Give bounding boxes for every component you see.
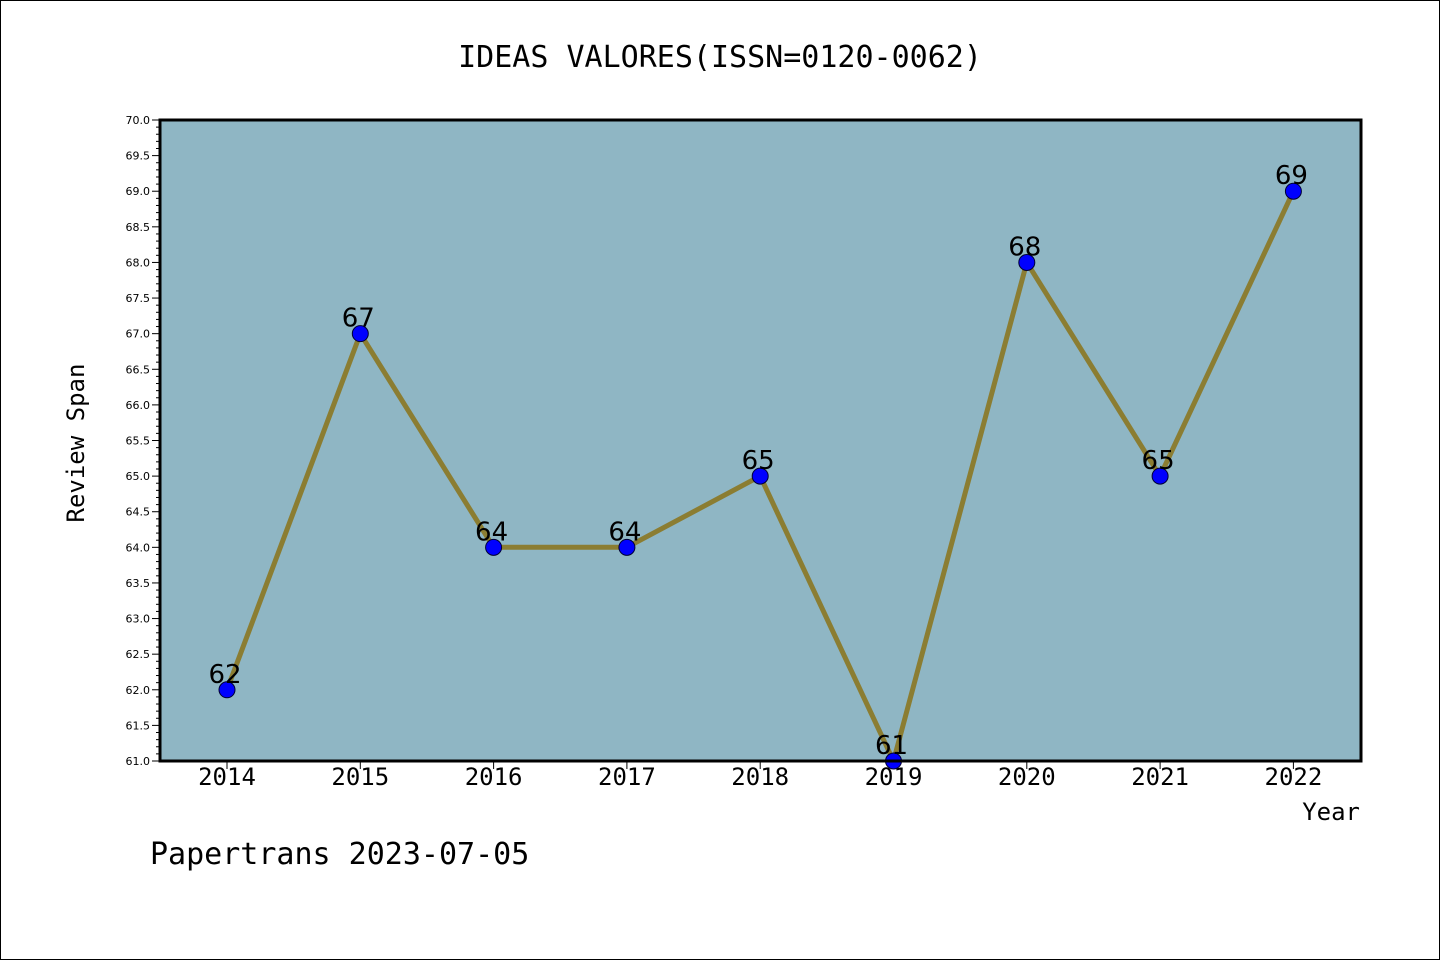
- y-tick-label: 65.5: [126, 435, 151, 448]
- x-tick-label: 2014: [198, 763, 256, 791]
- x-tick-label: 2022: [1265, 763, 1323, 791]
- data-label: 68: [1008, 232, 1041, 262]
- y-axis-label: Review Span: [62, 364, 90, 523]
- data-label: 62: [208, 660, 241, 690]
- footer-credit: Papertrans 2023-07-05: [150, 837, 529, 872]
- data-label: 65: [1142, 446, 1175, 476]
- data-point: [618, 538, 636, 556]
- data-point: [218, 681, 236, 699]
- data-point: [751, 467, 769, 485]
- data-label: 61: [875, 731, 908, 761]
- y-tick-label: 66.0: [126, 399, 151, 412]
- data-label: 64: [608, 517, 641, 547]
- x-tick-label: 2018: [731, 763, 789, 791]
- data-point: [1151, 467, 1169, 485]
- y-tick-label: 68.5: [126, 221, 151, 234]
- data-point: [351, 325, 369, 343]
- y-tick-label: 62.0: [126, 684, 151, 697]
- y-axis: 61.0 61.5 62.0 62.5 63.0 63.5 64.0 64.5 65.0 65.5…: [126, 114, 160, 768]
- data-point: [1284, 182, 1302, 200]
- y-tick-label: 61.5: [126, 719, 151, 732]
- y-tick-label: 62.5: [126, 648, 151, 661]
- x-tick-label: 2015: [331, 763, 389, 791]
- data-label: 64: [475, 517, 508, 547]
- plot-border: [158, 118, 1363, 763]
- y-tick-label: 70.0: [126, 114, 151, 127]
- y-tick-label: 63.0: [126, 613, 151, 626]
- x-tick-label: 2021: [1131, 763, 1189, 791]
- data-label: 65: [742, 446, 775, 476]
- y-tick-label: 64.5: [126, 506, 151, 519]
- y-tick-label: 65.0: [126, 470, 151, 483]
- y-tick-label: 68.0: [126, 256, 151, 269]
- x-tick-label: 2020: [998, 763, 1056, 791]
- x-axis: 2014 2015 2016 2017 2018 2019 2020 2021 2022: [198, 761, 1322, 791]
- y-tick-label: 69.0: [126, 185, 151, 198]
- data-label: 67: [342, 304, 375, 334]
- y-tick-label: 63.5: [126, 577, 151, 590]
- y-tick-label: 61.0: [126, 755, 151, 768]
- chart-title: IDEAS VALORES(ISSN=0120-0062): [458, 40, 982, 75]
- y-tick-label: 64.0: [126, 541, 151, 554]
- data-point: [1018, 253, 1036, 271]
- x-tick-label: 2016: [465, 763, 523, 791]
- y-tick-label: 67.0: [126, 328, 151, 341]
- data-label-group: 62 67 64 64 65 61 68 65 69: [208, 161, 1307, 761]
- y-tick-label: 69.5: [126, 150, 151, 163]
- y-tick-label: 66.5: [126, 363, 151, 376]
- data-label: 69: [1275, 161, 1308, 191]
- plot-area: [160, 120, 1361, 761]
- x-tick-label: 2017: [598, 763, 656, 791]
- data-point: [485, 538, 503, 556]
- y-tick-label: 67.5: [126, 292, 151, 305]
- x-axis-label: Year: [1302, 798, 1360, 826]
